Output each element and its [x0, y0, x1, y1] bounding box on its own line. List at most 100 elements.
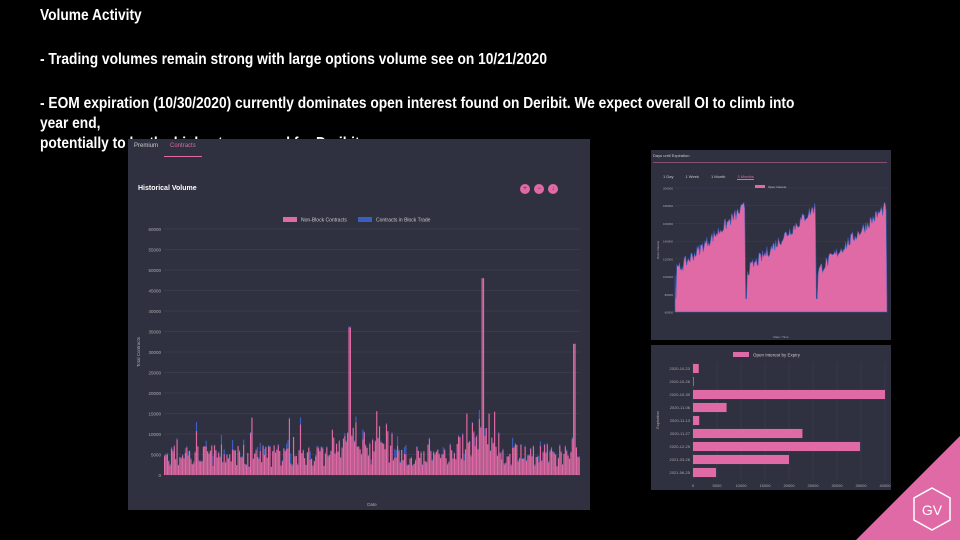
bar-block — [441, 453, 443, 455]
bar-non-block — [248, 466, 250, 475]
bar-non-block — [176, 439, 178, 475]
bar-non-block — [496, 456, 498, 475]
bar-non-block — [349, 327, 351, 475]
bar-block — [225, 461, 227, 463]
bar-non-block — [261, 462, 263, 475]
bar-block — [186, 446, 188, 448]
bar-block — [200, 460, 202, 462]
bar-non-block — [577, 457, 579, 475]
bar-block — [427, 443, 429, 445]
bar-non-block — [190, 459, 192, 475]
bar-block — [308, 446, 310, 448]
bar-non-block — [524, 446, 526, 475]
bar-block — [338, 439, 340, 442]
bar-block — [327, 455, 329, 457]
bar-block — [286, 443, 288, 449]
bar-block — [539, 441, 541, 446]
bar-block — [290, 453, 292, 464]
bar-block — [351, 435, 353, 437]
bar-non-block — [437, 449, 439, 475]
bar-block — [356, 446, 358, 447]
bar-block — [262, 444, 264, 447]
expiry-chart-svg: 0 5000 10000 15000 20000 25000 30000 35000 40000… — [655, 352, 891, 488]
tab-premium[interactable]: Premium — [134, 143, 159, 149]
bar-non-block — [467, 443, 469, 475]
bar-block — [360, 453, 363, 455]
bar-block — [532, 445, 535, 447]
bar-block — [313, 460, 315, 462]
zoom-in-icon[interactable]: + — [520, 184, 530, 194]
bar-non-block — [449, 444, 451, 475]
bar-non-block — [553, 453, 555, 475]
bar-non-block — [233, 450, 235, 475]
bar-non-block — [184, 452, 186, 475]
bar-block — [212, 455, 214, 466]
bar-non-block — [329, 455, 331, 475]
bar-non-block — [456, 443, 458, 475]
download-icon[interactable]: ↓ — [548, 184, 558, 194]
bar-non-block — [574, 343, 576, 475]
category-label: 2020-11-13 — [670, 418, 691, 423]
y-tick-label: 180000 — [663, 204, 673, 208]
bar-non-block — [463, 460, 465, 475]
oi-tab-1week[interactable]: 1 Week — [685, 174, 699, 179]
oi-tab-1day[interactable]: 1 Day — [663, 174, 674, 179]
bar-non-block — [412, 465, 414, 475]
bar-block — [320, 446, 322, 448]
bar-non-block — [438, 454, 440, 475]
bar-block — [380, 440, 382, 443]
bar-block — [430, 450, 432, 452]
bar-non-block — [220, 444, 223, 475]
bar-block — [349, 326, 351, 328]
bar-non-block — [212, 465, 214, 475]
oi-tab-3months[interactable]: 3 Months — [737, 174, 754, 180]
bar-non-block — [269, 447, 271, 475]
oi-tab-1month[interactable]: 1 Month — [710, 174, 726, 179]
bar-non-block — [498, 433, 500, 475]
bar-non-block — [259, 450, 261, 475]
bar-block — [194, 451, 196, 453]
bar-non-block — [223, 454, 225, 475]
bar-block — [499, 452, 501, 454]
bar-block — [176, 438, 178, 440]
bar-non-block — [168, 461, 170, 475]
legend-label: Non-Block Contracts — [301, 218, 347, 224]
bar-non-block — [326, 447, 328, 475]
y-tick-label: 120000 — [663, 257, 673, 261]
bar-block — [177, 464, 180, 466]
bar-non-block — [514, 444, 517, 475]
bar-non-block — [388, 462, 390, 475]
zoom-out-icon[interactable]: − — [534, 184, 544, 194]
bar-non-block — [243, 444, 245, 475]
x-tick-label: 35000 — [855, 483, 867, 488]
tab-contracts[interactable]: Contracts — [164, 139, 202, 157]
expiry-bar — [693, 389, 885, 400]
bar-block — [431, 459, 433, 461]
bar-non-block — [459, 437, 461, 475]
bar-block — [211, 444, 213, 447]
bar-non-block — [523, 458, 525, 475]
bar-non-block — [359, 449, 361, 475]
bar-block — [405, 445, 407, 455]
bar-non-block — [366, 447, 368, 475]
bar-non-block — [405, 454, 407, 475]
bar-non-block — [505, 463, 507, 475]
bar-non-block — [477, 449, 479, 475]
bar-block — [315, 454, 317, 457]
expiry-panel: 0 5000 10000 15000 20000 25000 30000 35000 40000… — [651, 345, 891, 490]
bar-block — [464, 448, 467, 450]
bar-block — [438, 453, 440, 455]
bar-block — [367, 454, 370, 457]
bar-non-block — [187, 455, 189, 475]
category-label: 2020-11-06 — [670, 405, 691, 410]
bar-non-block — [229, 454, 231, 475]
bar-block — [334, 452, 336, 454]
bar-non-block — [234, 450, 236, 475]
bar-non-block — [330, 450, 332, 475]
bullet-eom-line1: - EOM expiration (10/30/2020) currently … — [40, 95, 795, 132]
bar-non-block — [484, 435, 486, 475]
bar-non-block — [345, 441, 347, 475]
oi-header: Days until Expiration — [653, 153, 690, 158]
bar-non-block — [442, 454, 444, 475]
legend-label: Contracts in Block Trade — [376, 218, 431, 224]
